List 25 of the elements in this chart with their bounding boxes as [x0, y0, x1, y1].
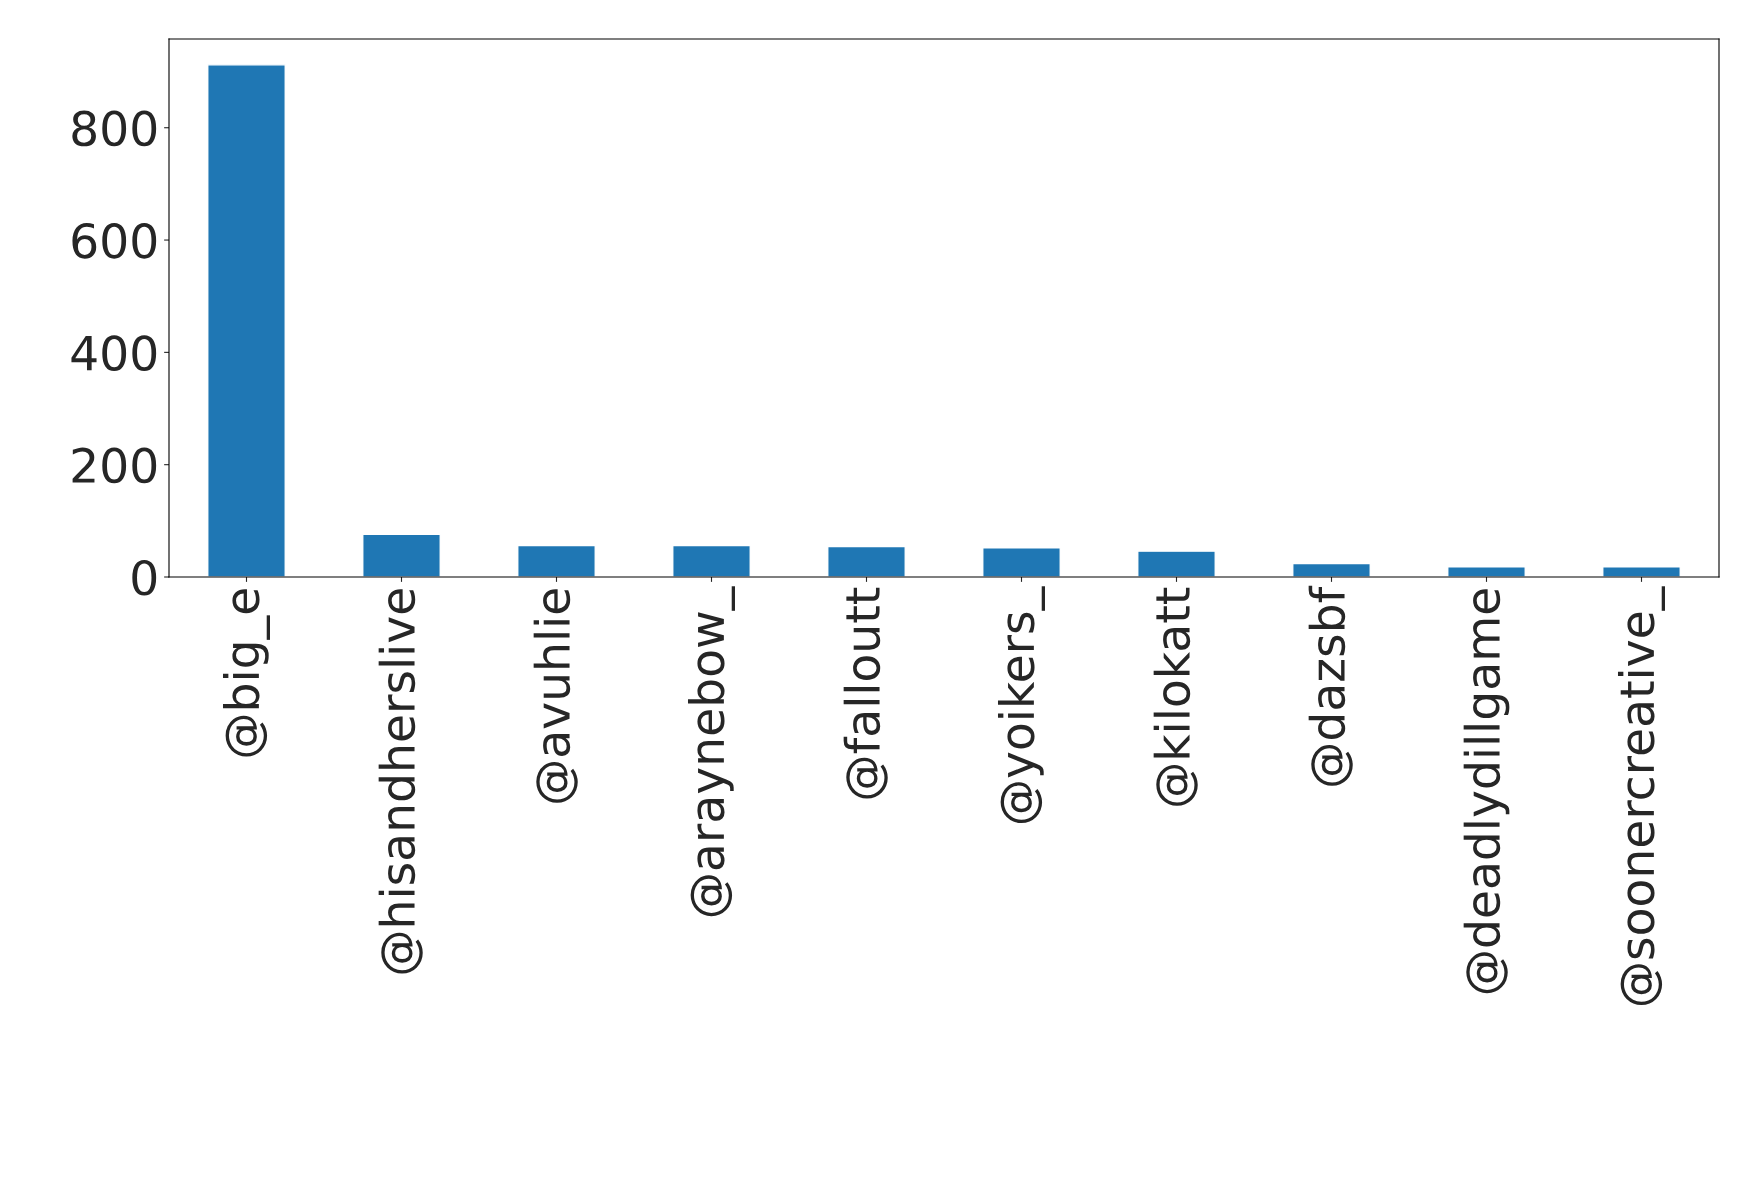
y-tick-label: 0	[132, 559, 157, 596]
bar	[1602, 566, 1681, 577]
x-tick-label: @avuhlie	[533, 589, 578, 803]
bar	[362, 533, 441, 577]
x-tick-label: @dazsbf	[1308, 585, 1353, 786]
x-tick-label: @deadlydillgame	[1463, 589, 1510, 994]
bar	[982, 547, 1061, 577]
x-tick-label: @araynebow_	[687, 586, 736, 917]
x-tick-label: @big_e	[222, 589, 271, 757]
x-tick-label: @hisandherslive	[378, 589, 423, 974]
bar	[517, 544, 596, 577]
x-tick-label: @soonercreative_	[1617, 586, 1666, 1006]
y-tick-label: 200	[72, 447, 157, 484]
bar	[827, 545, 906, 577]
bar	[1292, 562, 1371, 577]
y-tick-label: 800	[72, 110, 157, 147]
bar	[207, 64, 286, 577]
y-tick-label: 600	[72, 222, 157, 259]
bar	[1137, 550, 1216, 577]
bar	[672, 544, 751, 577]
y-tick-label: 400	[71, 335, 157, 371]
x-tick-label: @yoikers_	[997, 586, 1046, 824]
x-tick-label: @kilokatt	[1153, 587, 1198, 806]
x-tick-label: @falloutt	[843, 587, 888, 799]
bar	[1447, 566, 1526, 577]
